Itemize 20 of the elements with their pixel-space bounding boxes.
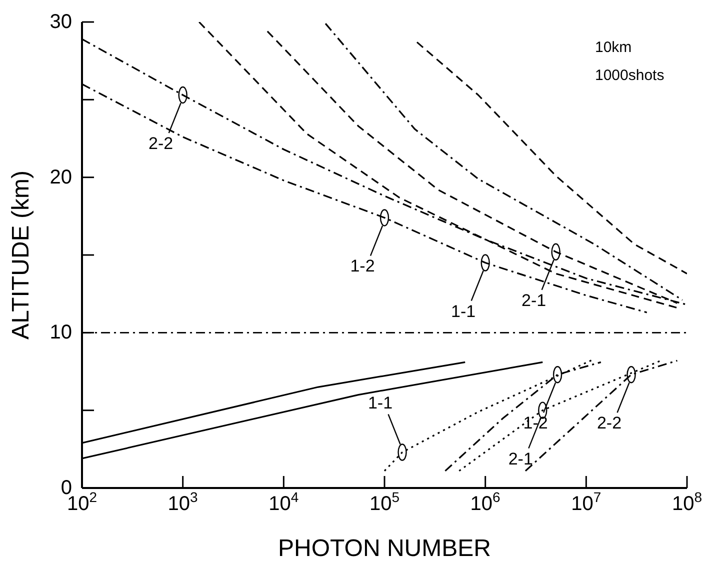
annotation: 2-2 [148, 134, 174, 154]
y-tick-label: 20 [50, 166, 72, 188]
annotation: 1-1 [451, 302, 476, 321]
y-tick-label: 10 [50, 322, 72, 344]
x-tick-label: 10$^{5}$ [369, 489, 400, 515]
annotation: 2-1 [522, 290, 546, 310]
annotation: 1000shots [595, 67, 664, 84]
y-axis-title: ALTITUDE (km) [8, 170, 35, 340]
y-tick-label: 30 [50, 11, 72, 33]
annotation: 1-1 [368, 393, 393, 412]
x-tick-label: 10$^{3}$ [168, 489, 198, 515]
x-tick-label: 10$^{8}$ [672, 489, 702, 515]
annotation: 10km [595, 39, 632, 56]
x-tick-label: 10$^{7}$ [571, 489, 602, 515]
annotation: 2-1 [508, 449, 533, 468]
annotation: 2-2 [596, 414, 622, 433]
x-axis-title: PHOTON NUMBER [278, 535, 491, 562]
x-tick-label: 10$^{6}$ [470, 489, 501, 515]
x-tick-label: 10$^{4}$ [268, 489, 299, 515]
annotation: 1-2 [350, 256, 375, 276]
